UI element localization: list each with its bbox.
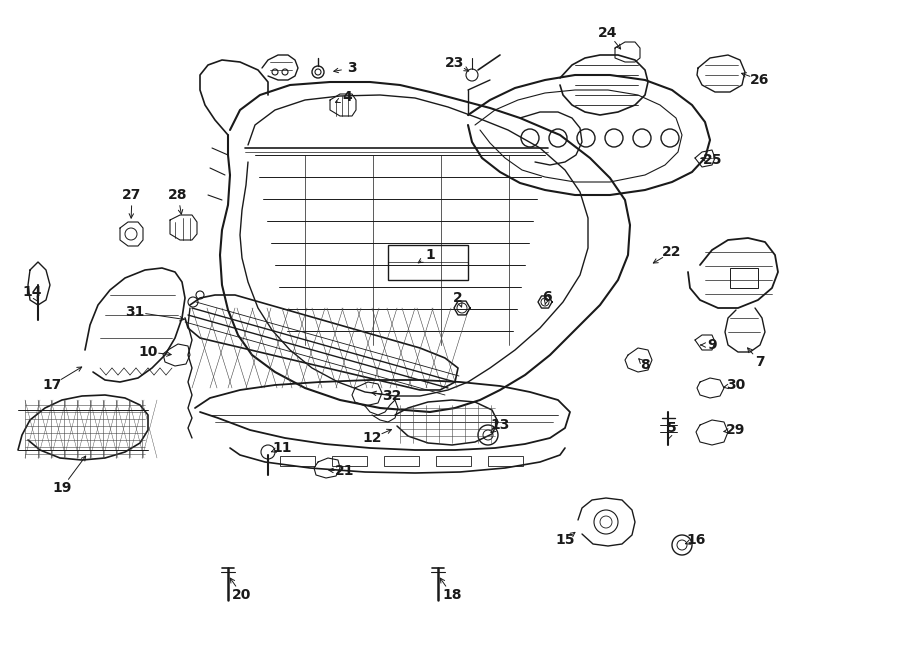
Text: 13: 13 [491,418,509,432]
Text: 25: 25 [703,153,723,167]
Text: 15: 15 [555,533,575,547]
Text: 11: 11 [272,441,292,455]
Text: 30: 30 [726,378,745,392]
Bar [730,268,758,288]
Bar [332,456,367,466]
Text: 22: 22 [662,245,682,259]
Text: 29: 29 [726,423,746,437]
Text: 10: 10 [139,345,158,359]
Text: 7: 7 [755,355,765,369]
Bar [280,456,315,466]
Text: 28: 28 [168,188,188,202]
Text: 21: 21 [335,464,355,478]
Text: 19: 19 [52,481,72,495]
Text: 3: 3 [347,61,356,75]
Text: 12: 12 [362,431,382,445]
Text: 26: 26 [751,73,770,87]
Text: 2: 2 [453,291,463,305]
Text: 4: 4 [342,90,352,104]
Text: 8: 8 [640,358,650,372]
Bar [488,456,523,466]
Text: 16: 16 [687,533,706,547]
Text: 20: 20 [232,588,252,602]
Text: 5: 5 [667,421,677,435]
Text: 9: 9 [707,338,716,352]
Text: 32: 32 [382,389,401,403]
Text: 17: 17 [42,378,62,392]
Bar [436,456,471,466]
Text: 24: 24 [598,26,617,40]
Text: 23: 23 [446,56,464,70]
Bar [384,456,419,466]
Text: 27: 27 [122,188,141,202]
Text: 6: 6 [542,290,552,304]
Text: 31: 31 [125,305,145,319]
Text: 18: 18 [442,588,462,602]
Bar [388,245,468,280]
Text: 1: 1 [425,248,435,262]
Text: 14: 14 [22,285,41,299]
